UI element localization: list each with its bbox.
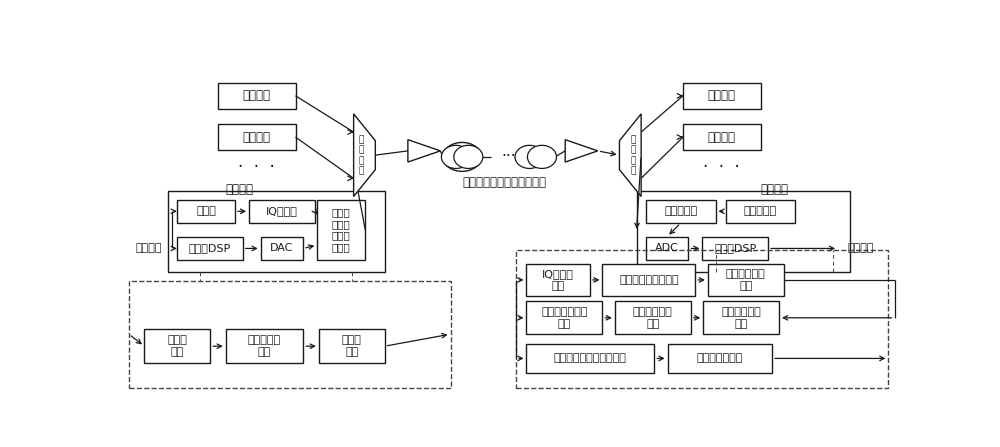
Bar bbox=[668, 344, 772, 373]
Text: 光接收机: 光接收机 bbox=[708, 89, 736, 102]
Text: DAC: DAC bbox=[270, 244, 294, 253]
Text: IQ正交化
模块: IQ正交化 模块 bbox=[542, 269, 574, 291]
Text: 星座图映射
模块: 星座图映射 模块 bbox=[248, 335, 281, 357]
Bar bbox=[726, 199, 795, 223]
Text: 光发射机: 光发射机 bbox=[243, 89, 271, 102]
Bar bbox=[683, 83, 761, 109]
Bar bbox=[177, 199, 235, 223]
Bar bbox=[168, 191, 385, 272]
Bar bbox=[177, 237, 243, 260]
Text: 平衡接收机: 平衡接收机 bbox=[664, 206, 697, 216]
Bar bbox=[526, 264, 590, 296]
Text: 光纤链路（包含光放大器）: 光纤链路（包含光放大器） bbox=[463, 176, 547, 189]
Text: 自适应信道均衡
模块: 自适应信道均衡 模块 bbox=[541, 307, 588, 329]
Text: 采样时钟恢复
模块: 采样时钟恢复 模块 bbox=[726, 269, 766, 291]
Text: 激光器: 激光器 bbox=[196, 206, 216, 216]
Ellipse shape bbox=[443, 143, 482, 171]
Text: 本地激光器: 本地激光器 bbox=[744, 206, 777, 216]
Bar bbox=[646, 237, 688, 260]
Ellipse shape bbox=[527, 145, 556, 169]
Bar bbox=[319, 329, 385, 363]
Text: 数据输入: 数据输入 bbox=[135, 244, 162, 253]
Bar bbox=[708, 264, 784, 296]
Bar bbox=[526, 344, 654, 373]
Bar bbox=[129, 281, 450, 388]
Text: IQ调制器: IQ调制器 bbox=[266, 206, 298, 216]
Text: 光发射机: 光发射机 bbox=[226, 183, 254, 196]
Ellipse shape bbox=[441, 145, 470, 169]
Text: 自适应非线性相位追踪器: 自适应非线性相位追踪器 bbox=[554, 354, 627, 363]
Polygon shape bbox=[619, 114, 641, 197]
Bar bbox=[226, 329, 303, 363]
Text: ADC: ADC bbox=[655, 244, 679, 253]
Bar bbox=[144, 329, 210, 363]
Text: 布拉格
光栅型
色散补
偿模块: 布拉格 光栅型 色散补 偿模块 bbox=[332, 207, 351, 252]
Bar bbox=[526, 301, 602, 334]
Bar bbox=[683, 124, 761, 150]
Bar bbox=[602, 264, 695, 296]
Text: 光发射机: 光发射机 bbox=[243, 131, 271, 143]
Ellipse shape bbox=[515, 145, 544, 169]
Bar bbox=[646, 199, 716, 223]
Bar bbox=[615, 301, 691, 334]
Text: 预编码
模块: 预编码 模块 bbox=[167, 335, 187, 357]
Text: 接收机DSP: 接收机DSP bbox=[714, 244, 756, 253]
Bar bbox=[249, 199, 315, 223]
Bar bbox=[703, 301, 779, 334]
Bar bbox=[261, 237, 303, 260]
Polygon shape bbox=[408, 139, 440, 162]
Bar bbox=[317, 199, 365, 260]
Bar bbox=[702, 237, 768, 260]
Text: 路
用
分
接: 路 用 分 接 bbox=[631, 135, 636, 175]
Text: ·  ·  ·: · · · bbox=[238, 158, 275, 176]
Text: 载波相位估计
模块: 载波相位估计 模块 bbox=[721, 307, 761, 329]
Text: 载波频偏估计
模块: 载波频偏估计 模块 bbox=[633, 307, 673, 329]
Bar bbox=[516, 250, 888, 388]
Text: 光接收机: 光接收机 bbox=[708, 131, 736, 143]
Text: ···: ··· bbox=[501, 149, 516, 164]
Text: 发射机DSP: 发射机DSP bbox=[189, 244, 231, 253]
Bar bbox=[218, 83, 296, 109]
Ellipse shape bbox=[454, 145, 483, 169]
Text: 预均衡
模块: 预均衡 模块 bbox=[342, 335, 362, 357]
Bar bbox=[637, 191, 850, 272]
Text: 路
用
复
接: 路 用 复 接 bbox=[359, 135, 364, 175]
Polygon shape bbox=[565, 139, 598, 162]
Polygon shape bbox=[354, 114, 375, 197]
Text: 色散非线性补偿模块: 色散非线性补偿模块 bbox=[619, 275, 679, 285]
Text: 数据输出: 数据输出 bbox=[848, 244, 874, 253]
Bar bbox=[218, 124, 296, 150]
Text: 判决与解码模块: 判决与解码模块 bbox=[697, 354, 743, 363]
Text: 光接收机: 光接收机 bbox=[761, 183, 788, 196]
Text: ·  ·  ·: · · · bbox=[703, 158, 740, 176]
